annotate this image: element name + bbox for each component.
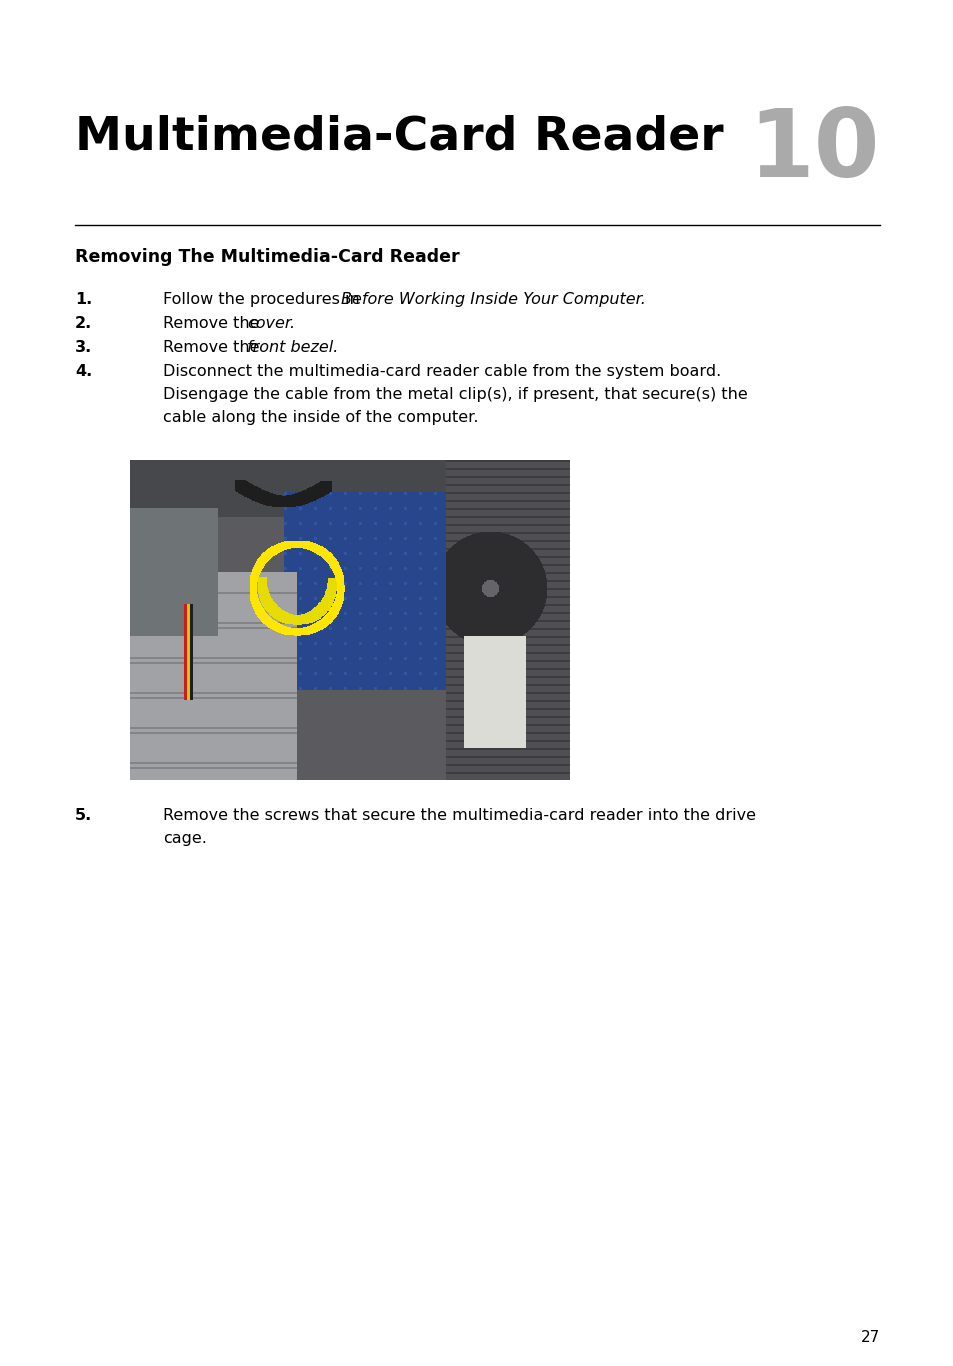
Text: 10: 10 bbox=[748, 105, 879, 197]
Text: Before Working Inside Your Computer.: Before Working Inside Your Computer. bbox=[340, 292, 645, 307]
Text: cover.: cover. bbox=[247, 316, 294, 331]
Text: 3.: 3. bbox=[75, 340, 92, 355]
Text: 5.: 5. bbox=[75, 809, 92, 822]
Text: 2.: 2. bbox=[75, 316, 92, 331]
Text: Remove the: Remove the bbox=[163, 340, 264, 355]
Text: front bezel.: front bezel. bbox=[247, 340, 338, 355]
Text: Remove the: Remove the bbox=[163, 316, 264, 331]
Text: Disconnect the multimedia-card reader cable from the system board.
Disengage the: Disconnect the multimedia-card reader ca… bbox=[163, 363, 747, 425]
Text: Removing The Multimedia-Card Reader: Removing The Multimedia-Card Reader bbox=[75, 249, 459, 266]
Text: Remove the screws that secure the multimedia-card reader into the drive
cage.: Remove the screws that secure the multim… bbox=[163, 809, 755, 846]
Text: Follow the procedures in: Follow the procedures in bbox=[163, 292, 364, 307]
Text: 4.: 4. bbox=[75, 363, 92, 378]
Text: 1.: 1. bbox=[75, 292, 92, 307]
Text: Multimedia-Card Reader: Multimedia-Card Reader bbox=[75, 115, 723, 160]
Text: 27: 27 bbox=[860, 1330, 879, 1346]
